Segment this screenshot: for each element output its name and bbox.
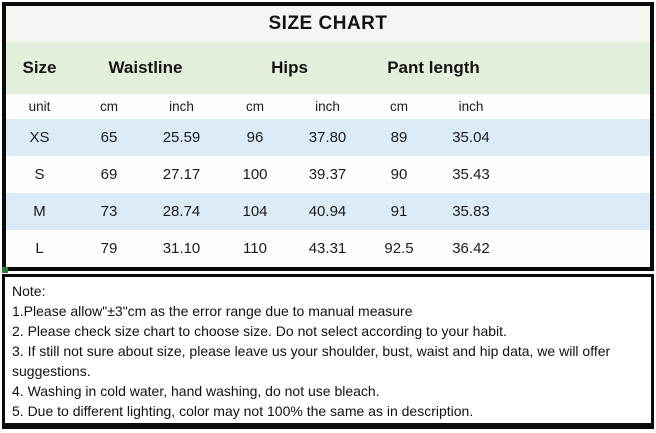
size-cell: L [35,240,44,257]
table-row-s: S 69 27.17 100 39.37 90 35.43 [6,156,650,193]
note-line-1: 1.Please allow"±3"cm as the error range … [12,303,413,319]
unit-row: unit cm inch cm inch cm inch [6,94,650,119]
unit-cell: inch [458,99,484,114]
value-cell: 110 [243,240,267,257]
note-line-3: 3. If still not sure about size, please … [12,343,611,379]
value-cell: 35.83 [452,203,490,220]
chart-title: SIZE CHART [6,6,650,42]
value-cell: 25.59 [162,129,201,146]
value-cell: 39.37 [308,166,347,183]
column-headers: Size Waistline Hips Pant length [6,42,650,94]
value-cell: 27.17 [162,166,201,183]
col-header-hips: Hips [271,58,308,77]
selection-handle-mark [2,267,8,273]
unit-cell: inch [315,99,340,114]
value-cell: 43.31 [308,240,347,257]
value-cell: 40.94 [308,203,347,220]
value-cell: 92.5 [384,240,414,257]
value-cell: 69 [100,166,118,183]
value-cell: 90 [390,166,408,183]
size-chart-table: SIZE CHART Size Waistline Hips Pant leng… [2,2,654,271]
unit-cell: cm [100,99,118,114]
value-cell: 100 [242,166,268,183]
unit-cell: cm [390,99,408,114]
col-header-waistline: Waistline [108,58,183,77]
value-cell: 31.10 [162,240,201,257]
unit-cell: unit [28,99,51,114]
value-cell: 91 [390,203,408,220]
col-header-size: Size [22,58,57,77]
table-row-m: M 73 28.74 104 40.94 91 35.83 [6,193,650,230]
value-cell: 65 [100,129,118,146]
unit-cell: cm [246,99,264,114]
size-cell: S [34,166,45,183]
value-cell: 35.04 [452,129,490,146]
table-row-l: L 79 31.10 110 43.31 92.5 36.42 [6,230,650,267]
col-header-pant-length: Pant length [387,58,480,77]
value-cell: 28.74 [162,203,201,220]
note-line-4: 4. Washing in cold water, hand washing, … [12,383,380,399]
value-cell: 36.42 [452,240,490,257]
value-cell: 73 [100,203,118,220]
value-cell: 96 [246,129,264,146]
note-line-5: 5. Due to different lighting, color may … [12,403,474,419]
value-cell: 104 [242,203,268,220]
size-cell: M [33,203,46,220]
value-cell: 89 [390,129,408,146]
size-cell: XS [29,129,50,146]
notes-section: Note: 1.Please allow"±3"cm as the error … [2,274,654,429]
note-heading: Note: [12,283,46,299]
value-cell: 35.43 [452,166,490,183]
unit-cell: inch [169,99,194,114]
note-line-2: 2. Please check size chart to choose siz… [12,323,507,339]
table-row-xs: XS 65 25.59 96 37.80 89 35.04 [6,119,650,156]
value-cell: 37.80 [308,129,347,146]
value-cell: 79 [100,240,118,257]
